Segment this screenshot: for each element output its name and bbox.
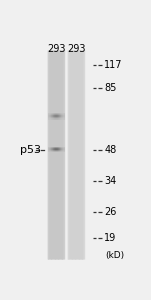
Text: p53: p53 <box>20 145 41 155</box>
Text: 293: 293 <box>47 44 65 54</box>
Text: 34: 34 <box>104 176 116 186</box>
Text: 48: 48 <box>104 145 116 155</box>
Text: 117: 117 <box>104 60 123 70</box>
Text: 26: 26 <box>104 207 117 217</box>
Text: 293: 293 <box>67 44 85 54</box>
Text: 19: 19 <box>104 233 116 243</box>
Text: 85: 85 <box>104 83 117 93</box>
Text: (kD): (kD) <box>106 251 125 260</box>
